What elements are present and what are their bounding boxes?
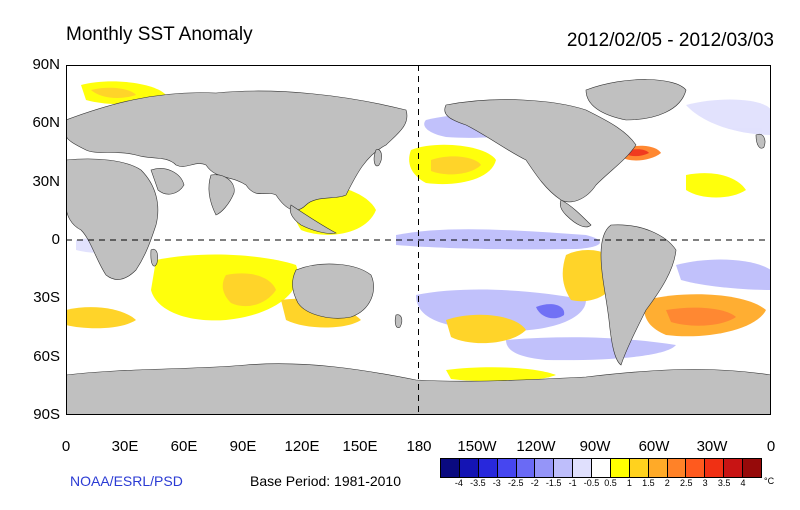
colorbar-swatch [554,459,574,477]
anomaly-atlantic-warm [686,173,746,198]
lon-label-150w: 150W [457,438,497,455]
land-greenland [585,79,687,121]
colorbar-swatch [573,459,592,477]
lat-label-0: 0 [51,231,60,248]
colorbar-swatch [459,459,479,477]
colorbar-swatch [610,459,630,477]
map-frame [66,65,771,415]
colorbar-swatch [724,459,743,477]
colorbar-swatch [441,459,460,477]
colorbar-swatch [705,459,725,477]
anomaly-equatorial-pacific-cool [396,229,600,250]
land-africa [66,158,159,280]
land-central-america [559,199,592,228]
land-north-america [444,99,637,203]
colorbar-tick-label: 1 [626,478,632,488]
colorbar-tick-label: 0.5 [604,478,617,488]
colorbar-tick-label: -3.5 [470,478,486,488]
lon-label-120e: 120E [284,438,320,455]
colorbar-tick-label: -3 [492,478,501,488]
lat-label-30n: 30N [32,173,60,190]
colorbar [440,458,762,478]
map-canvas [66,65,771,415]
lon-label-150e: 150E [342,438,378,455]
lon-label-180: 180 [406,438,432,455]
sst-map [66,65,771,415]
colorbar-swatch [743,459,761,477]
base-period-text: Base Period: 1981-2010 [250,473,401,489]
colorbar-swatch [667,459,687,477]
anomaly-south-atlantic-warm-core [666,307,736,326]
colorbar-tick-label: -2.5 [507,478,524,488]
colorbar-tick-label: -2 [530,478,539,488]
colorbar-swatch [478,459,498,477]
land-japan [373,149,382,167]
colorbar-swatch [592,459,611,477]
colorbar-swatch [497,459,517,477]
lon-label-90e: 90E [229,438,257,455]
colorbar-swatch [648,459,668,477]
anomaly-southeast-pacific-warm [446,314,526,344]
anomaly-north-pacific-warm-core [431,156,481,175]
land-india [208,174,235,216]
colorbar-tick-label: -1.5 [545,478,562,488]
anomaly-south-atlantic-cool [676,259,771,290]
anomaly-south-pacific-deep-cool [536,304,565,319]
land-uk [755,134,766,149]
colorbar-swatch [516,459,536,477]
land-arabia [150,168,185,195]
chart-title: Monthly SST Anomaly [66,24,253,45]
colorbar-swatch [629,459,649,477]
colorbar-tick-label: -1 [568,478,577,488]
land-australia [292,263,374,319]
lon-label-0-east: 0 [766,438,776,455]
date-range: 2012/02/05 - 2012/03/03 [566,30,774,51]
lon-label-0: 0 [61,438,71,455]
lat-label-30s: 30S [33,289,60,306]
colorbar-unit: °C [764,476,775,486]
land-new-zealand [394,314,403,328]
anomaly-layer [66,81,771,382]
anomaly-south-indian-warm-core [222,273,276,307]
lon-label-30e: 30E [111,438,139,455]
anomaly-arctic-warm-core [91,87,136,98]
lon-label-120w: 120W [516,438,556,455]
colorbar-tick-label: 1.5 [642,478,655,488]
credit-text: NOAA/ESRL/PSD [70,473,183,489]
land-southeast-asia [289,204,337,234]
lon-label-60e: 60E [170,438,198,455]
colorbar-swatch [535,459,555,477]
colorbar-tick-label: -4 [454,478,463,488]
anomaly-north-atlantic-cool [686,99,771,135]
colorbar-tick-label: -0.5 [583,478,600,488]
lat-label-90s: 90S [33,406,60,423]
colorbar-tick-label: 3.5 [717,478,731,488]
latitude-axis: 90N 60N 30N 0 30S 60S 90S [16,56,66,423]
lat-label-90n: 90N [32,56,60,73]
land-madagascar [150,248,158,267]
lat-label-60s: 60S [33,348,60,365]
colorbar-tick-label: 2 [664,478,670,488]
colorbar-tick-label: 4 [740,478,746,488]
colorbar-tick-label: 3 [702,478,708,488]
land-south-america [600,224,677,366]
anomaly-southern-ocean-cool [506,337,676,361]
lon-label-60w: 60W [638,438,670,455]
lon-label-90w: 90W [579,438,611,455]
anomaly-antarctic-warm [446,367,556,382]
anomaly-southwest-indian-warm [66,307,136,329]
colorbar-swatch [686,459,706,477]
lat-label-60n: 60N [32,114,60,131]
lon-label-30w: 30W [696,438,728,455]
colorbar-tick-label: 2.5 [679,478,693,488]
